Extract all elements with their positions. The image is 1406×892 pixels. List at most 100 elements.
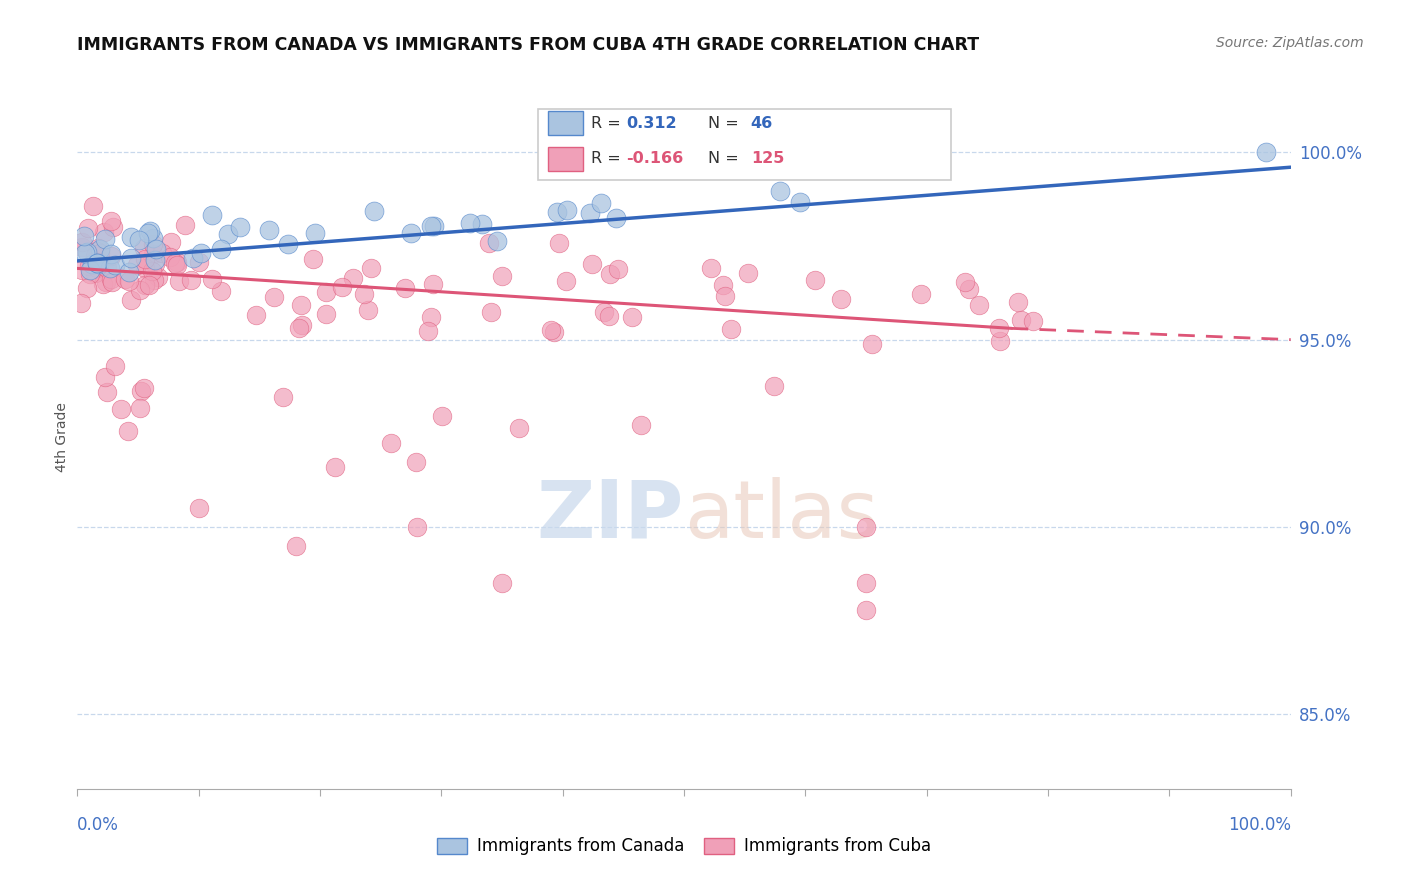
Point	[700, 261, 723, 276]
Text: R =: R =	[591, 152, 626, 166]
Point	[84, 249, 107, 263]
Point	[486, 234, 509, 248]
Point	[143, 252, 166, 267]
Point	[82, 199, 104, 213]
Point	[713, 278, 735, 293]
Point	[93, 225, 115, 239]
Text: -0.166: -0.166	[626, 152, 683, 166]
Point	[855, 576, 877, 591]
Point	[1256, 145, 1278, 160]
Point	[129, 401, 152, 415]
Point	[1022, 314, 1045, 328]
Point	[245, 308, 267, 322]
Point	[82, 257, 104, 271]
Point	[79, 262, 101, 277]
Point	[166, 258, 188, 272]
Point	[190, 245, 212, 260]
Point	[87, 241, 110, 255]
Point	[73, 229, 96, 244]
Point	[399, 226, 422, 240]
Point	[211, 242, 233, 256]
Point	[422, 277, 444, 291]
Point	[342, 270, 364, 285]
Point	[69, 295, 91, 310]
Text: Source: ZipAtlas.com: Source: ZipAtlas.com	[1216, 36, 1364, 50]
Text: 46: 46	[751, 116, 773, 130]
Point	[76, 281, 98, 295]
Point	[720, 322, 742, 336]
Point	[394, 281, 416, 295]
Text: 0.0%: 0.0%	[77, 815, 120, 834]
Point	[969, 298, 991, 312]
Point	[830, 292, 852, 306]
Point	[1007, 295, 1029, 310]
Text: N =: N =	[709, 116, 744, 130]
FancyBboxPatch shape	[547, 146, 582, 171]
Point	[363, 204, 385, 219]
Point	[134, 260, 156, 275]
Text: ZIP: ZIP	[537, 477, 685, 555]
Point	[104, 359, 127, 374]
Point	[79, 268, 101, 282]
Point	[229, 219, 252, 234]
Point	[87, 256, 110, 270]
Point	[491, 576, 513, 591]
Point	[70, 240, 93, 254]
Point	[83, 267, 105, 281]
Point	[1010, 312, 1032, 326]
Point	[141, 264, 163, 278]
Point	[315, 306, 337, 320]
Point	[599, 268, 621, 282]
Point	[304, 226, 326, 240]
Point	[257, 223, 280, 237]
Point	[86, 256, 108, 270]
Point	[145, 257, 167, 271]
Point	[70, 235, 93, 249]
FancyBboxPatch shape	[538, 109, 950, 180]
Point	[290, 298, 312, 312]
Point	[598, 309, 620, 323]
Point	[458, 216, 481, 230]
FancyBboxPatch shape	[547, 111, 582, 136]
Point	[737, 266, 759, 280]
Point	[96, 260, 118, 275]
Point	[134, 278, 156, 293]
Point	[94, 369, 117, 384]
Point	[578, 205, 600, 219]
Point	[138, 224, 160, 238]
Point	[360, 260, 382, 275]
Point	[76, 244, 98, 259]
Point	[423, 219, 446, 234]
Point	[804, 273, 827, 287]
Point	[200, 272, 222, 286]
Point	[96, 275, 118, 289]
Point	[89, 242, 111, 256]
Point	[769, 184, 792, 198]
Point	[76, 220, 98, 235]
Point	[987, 321, 1010, 335]
Point	[167, 274, 190, 288]
Point	[91, 277, 114, 291]
Point	[620, 310, 643, 324]
Point	[288, 321, 311, 335]
Point	[127, 258, 149, 272]
Point	[120, 229, 142, 244]
Point	[120, 251, 142, 265]
Point	[142, 247, 165, 261]
Point	[159, 235, 181, 249]
Point	[72, 263, 94, 277]
Point	[713, 288, 735, 302]
Point	[166, 255, 188, 269]
Text: 0.312: 0.312	[626, 116, 676, 130]
Point	[118, 265, 141, 279]
Point	[508, 420, 530, 434]
Y-axis label: 4th Grade: 4th Grade	[55, 402, 69, 472]
Point	[100, 272, 122, 286]
Text: IMMIGRANTS FROM CANADA VS IMMIGRANTS FROM CUBA 4TH GRADE CORRELATION CHART: IMMIGRANTS FROM CANADA VS IMMIGRANTS FRO…	[77, 36, 980, 54]
Point	[432, 409, 454, 423]
Point	[132, 241, 155, 255]
Point	[120, 293, 142, 307]
Point	[419, 219, 441, 233]
Point	[86, 255, 108, 269]
Point	[94, 232, 117, 246]
